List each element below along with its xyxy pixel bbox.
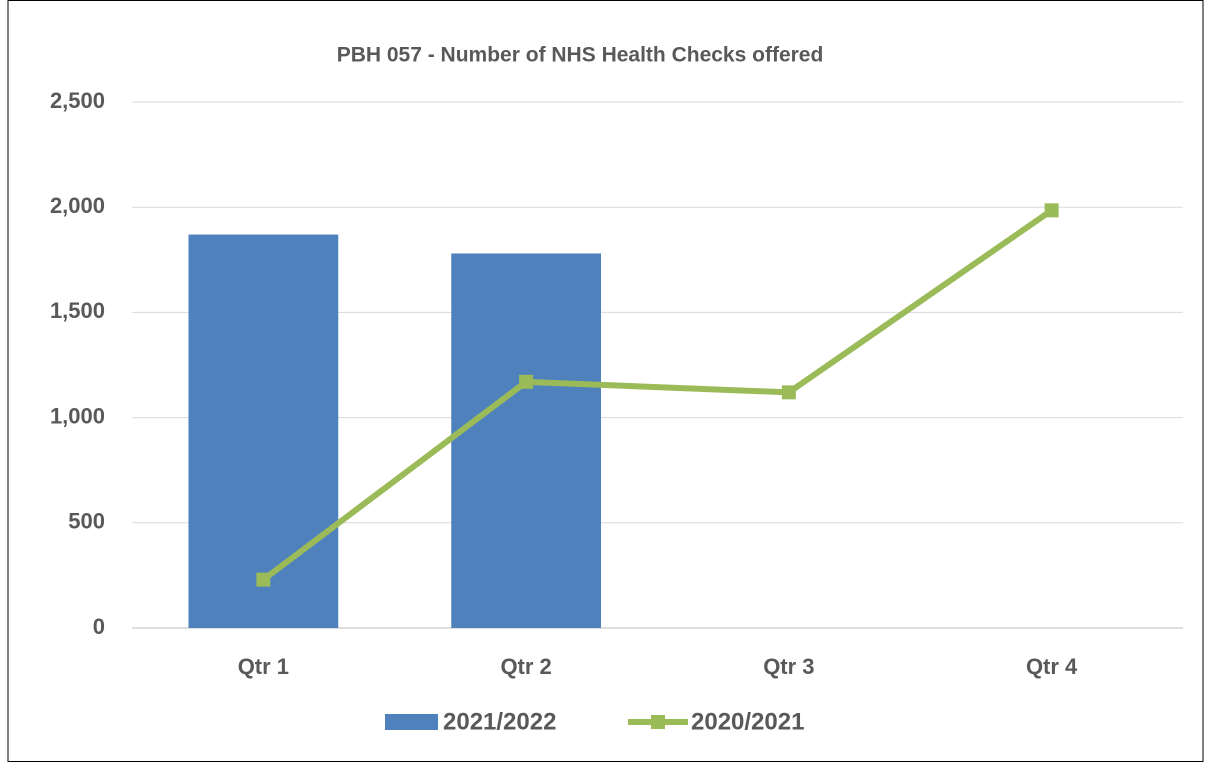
- x-tick-label: Qtr 4: [1026, 654, 1078, 679]
- legend-label: 2020/2021: [691, 708, 804, 735]
- line-marker: [1044, 203, 1059, 218]
- x-tick-label: Qtr 1: [238, 654, 289, 679]
- x-tick-label: Qtr 3: [763, 654, 814, 679]
- legend-swatch: [385, 714, 438, 730]
- y-tick-label: 1,500: [50, 298, 105, 323]
- legend-label: 2021/2022: [443, 708, 556, 735]
- line-marker: [256, 572, 271, 587]
- y-tick-label: 2,000: [50, 193, 105, 218]
- line-marker: [519, 374, 534, 389]
- chart-frame: [7, 0, 1204, 762]
- y-tick-label: 2,500: [50, 88, 105, 113]
- y-tick-label: 500: [68, 509, 105, 534]
- chart-title: PBH 057 - Number of NHS Health Checks of…: [337, 44, 824, 67]
- x-tick-label: Qtr 2: [500, 654, 551, 679]
- y-tick-label: 0: [93, 614, 105, 639]
- legend-marker: [651, 715, 665, 729]
- bar: [188, 234, 339, 628]
- line-marker: [781, 385, 796, 400]
- bar: [451, 253, 602, 628]
- y-tick-label: 1,000: [50, 403, 105, 428]
- line: [261, 207, 1054, 583]
